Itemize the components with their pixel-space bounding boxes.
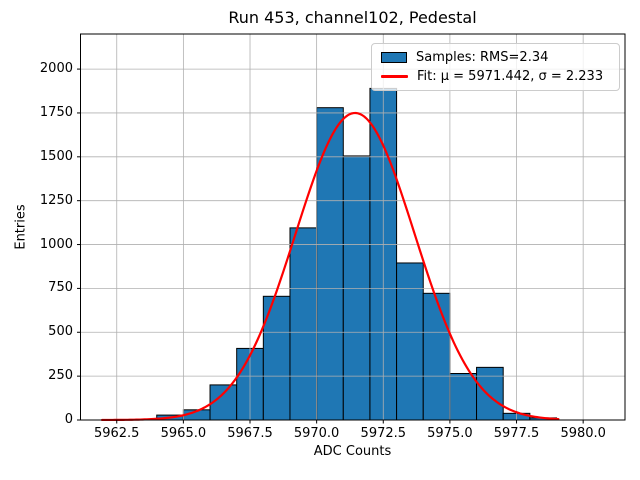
x-tick-label: 5975.0 bbox=[427, 426, 473, 441]
tick-marks bbox=[77, 68, 584, 424]
y-tick-label: 1500 bbox=[39, 148, 73, 164]
y-tick-label: 1250 bbox=[39, 192, 73, 208]
y-tick-label: 1750 bbox=[39, 105, 73, 120]
y-tick-label: 0 bbox=[64, 412, 73, 427]
histogram-bars bbox=[156, 87, 557, 421]
histogram-swatch-icon bbox=[381, 52, 407, 63]
x-tick-label: 5967.5 bbox=[227, 426, 273, 441]
legend-samples-label: Samples: RMS=2.34 bbox=[416, 50, 549, 65]
y-tick-label: 750 bbox=[48, 280, 73, 296]
x-axis-label: ADC Counts bbox=[313, 444, 392, 459]
y-tick-label: 2000 bbox=[39, 61, 73, 77]
y-tick-label: 1000 bbox=[39, 236, 73, 252]
chart-title: Run 453, channel102, Pedestal bbox=[228, 8, 477, 27]
legend: Samples: RMS=2.34 Fit: μ = 5971.442, σ =… bbox=[371, 43, 620, 91]
x-tick-label: 5962.5 bbox=[93, 426, 140, 441]
legend-fit-label: Fit: μ = 5971.442, σ = 2.233 bbox=[417, 69, 604, 84]
legend-item-fit: Fit: μ = 5971.442, σ = 2.233 bbox=[381, 69, 611, 84]
histogram-bar bbox=[476, 366, 504, 421]
y-tick-label: 250 bbox=[48, 368, 73, 384]
y-tick-label: 500 bbox=[48, 324, 73, 340]
legend-item-samples: Samples: RMS=2.34 bbox=[381, 50, 611, 65]
x-tick-label: 5977.5 bbox=[493, 426, 540, 441]
histogram-bar bbox=[396, 262, 424, 421]
histogram-bar bbox=[316, 107, 344, 421]
fit-line-icon bbox=[381, 75, 408, 78]
histogram-bar bbox=[289, 227, 318, 421]
x-tick-label: 5972.5 bbox=[360, 426, 407, 441]
x-tick-label: 5980.0 bbox=[560, 426, 606, 441]
axes-frame bbox=[80, 33, 626, 421]
histogram-bar bbox=[449, 373, 478, 421]
histogram-bar bbox=[342, 155, 371, 421]
x-tick-label: 5970.0 bbox=[293, 426, 340, 441]
histogram-bar bbox=[422, 292, 451, 421]
x-tick-label: 5965.0 bbox=[160, 426, 207, 441]
fit-curve bbox=[100, 111, 560, 422]
